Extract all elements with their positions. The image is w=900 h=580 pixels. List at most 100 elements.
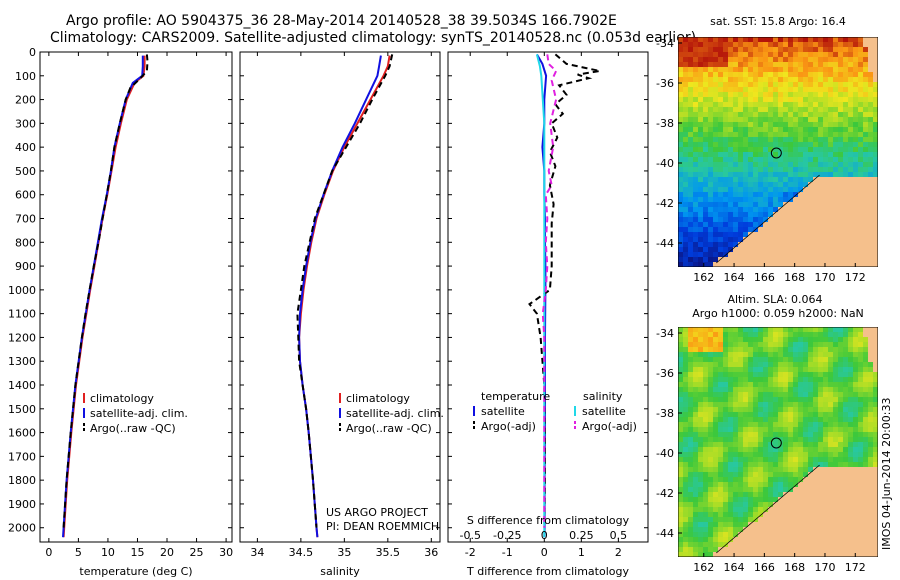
- map-cell: [838, 422, 844, 428]
- map-cell: [748, 397, 754, 403]
- map-cell: [738, 517, 744, 523]
- map-cell: [803, 507, 809, 513]
- map-cell: [713, 162, 719, 168]
- map-cell: [828, 127, 834, 133]
- map-cell: [823, 62, 829, 68]
- map-cell: [748, 257, 754, 263]
- map-cell: [873, 477, 878, 483]
- map-cell: [713, 437, 719, 443]
- map-cell: [808, 457, 814, 463]
- map-cell: [688, 127, 694, 133]
- map-cell: [833, 107, 839, 113]
- map-cell: [683, 522, 689, 528]
- map-cell: [853, 537, 859, 543]
- map-cell: [703, 82, 709, 88]
- map-cell: [778, 57, 784, 63]
- map-cell: [723, 162, 729, 168]
- map-cell: [773, 72, 779, 78]
- map-cell: [868, 237, 874, 243]
- map-cell: [718, 527, 724, 533]
- map-cell: [748, 97, 754, 103]
- map-cell: [808, 462, 814, 468]
- map-cell: [873, 527, 878, 533]
- map-cell: [863, 472, 869, 478]
- map-cell: [793, 412, 799, 418]
- map-cell: [678, 367, 684, 373]
- map-cell: [763, 402, 769, 408]
- map-cell: [718, 407, 724, 413]
- map-cell: [753, 232, 759, 238]
- map-cell: [678, 247, 684, 253]
- map-cell: [843, 207, 849, 213]
- map-cell: [728, 402, 734, 408]
- map-cell: [788, 217, 794, 223]
- map-cell: [763, 117, 769, 123]
- map-cell: [783, 492, 789, 498]
- map-cell: [678, 462, 684, 468]
- map-cell: [823, 447, 829, 453]
- map-cell: [788, 377, 794, 383]
- map-cell: [783, 382, 789, 388]
- map-cell: [778, 97, 784, 103]
- map-cell: [858, 197, 864, 203]
- map-cell: [693, 42, 699, 48]
- map-cell: [733, 332, 739, 338]
- map-cell: [793, 382, 799, 388]
- map-cell: [858, 467, 864, 473]
- map-cell: [868, 377, 874, 383]
- map-cell: [808, 227, 814, 233]
- map-cell: [828, 167, 834, 173]
- map-cell: [833, 62, 839, 68]
- map-cell: [848, 487, 854, 493]
- map-cell: [833, 397, 839, 403]
- map-cell: [853, 222, 859, 228]
- map-cell: [728, 437, 734, 443]
- map-cell: [738, 132, 744, 138]
- map-cell: [808, 427, 814, 433]
- map-cell: [678, 457, 684, 463]
- map-cell: [858, 522, 864, 528]
- map-cell: [813, 177, 819, 183]
- map-cell: [733, 547, 739, 553]
- map-cell: [733, 497, 739, 503]
- map-cell: [808, 397, 814, 403]
- map-cell: [838, 457, 844, 463]
- map-cell: [788, 452, 794, 458]
- map-cell: [863, 132, 869, 138]
- map-cell: [773, 37, 779, 43]
- map-cell: [728, 147, 734, 153]
- map-cell: [713, 387, 719, 393]
- map-cell: [723, 377, 729, 383]
- map-cell: [743, 337, 749, 343]
- map-cell: [733, 252, 739, 258]
- map-cell: [838, 532, 844, 538]
- map-cell: [758, 82, 764, 88]
- map-cell: [718, 462, 724, 468]
- map-cell: [838, 382, 844, 388]
- map-cell: [678, 427, 684, 433]
- map-cell: [823, 207, 829, 213]
- map-cell: [858, 167, 864, 173]
- map-cell: [798, 357, 804, 363]
- map-cell: [753, 182, 759, 188]
- map-cell: [773, 472, 779, 478]
- map-cell: [803, 472, 809, 478]
- map-cell: [828, 162, 834, 168]
- map-cell: [873, 67, 878, 73]
- map-cell: [833, 357, 839, 363]
- map-cell: [728, 97, 734, 103]
- y-tick-label: 1800: [8, 474, 36, 487]
- map-cell: [838, 462, 844, 468]
- map-cell: [873, 202, 878, 208]
- map-cell: [868, 342, 874, 348]
- map-cell: [823, 472, 829, 478]
- map-cell: [788, 502, 794, 508]
- map-cell: [753, 357, 759, 363]
- map-cell: [703, 117, 709, 123]
- map-cell: [688, 452, 694, 458]
- map-cell: [778, 402, 784, 408]
- map-cell: [723, 107, 729, 113]
- map-cell: [873, 152, 878, 158]
- map-cell: [773, 262, 779, 267]
- map-cell: [758, 97, 764, 103]
